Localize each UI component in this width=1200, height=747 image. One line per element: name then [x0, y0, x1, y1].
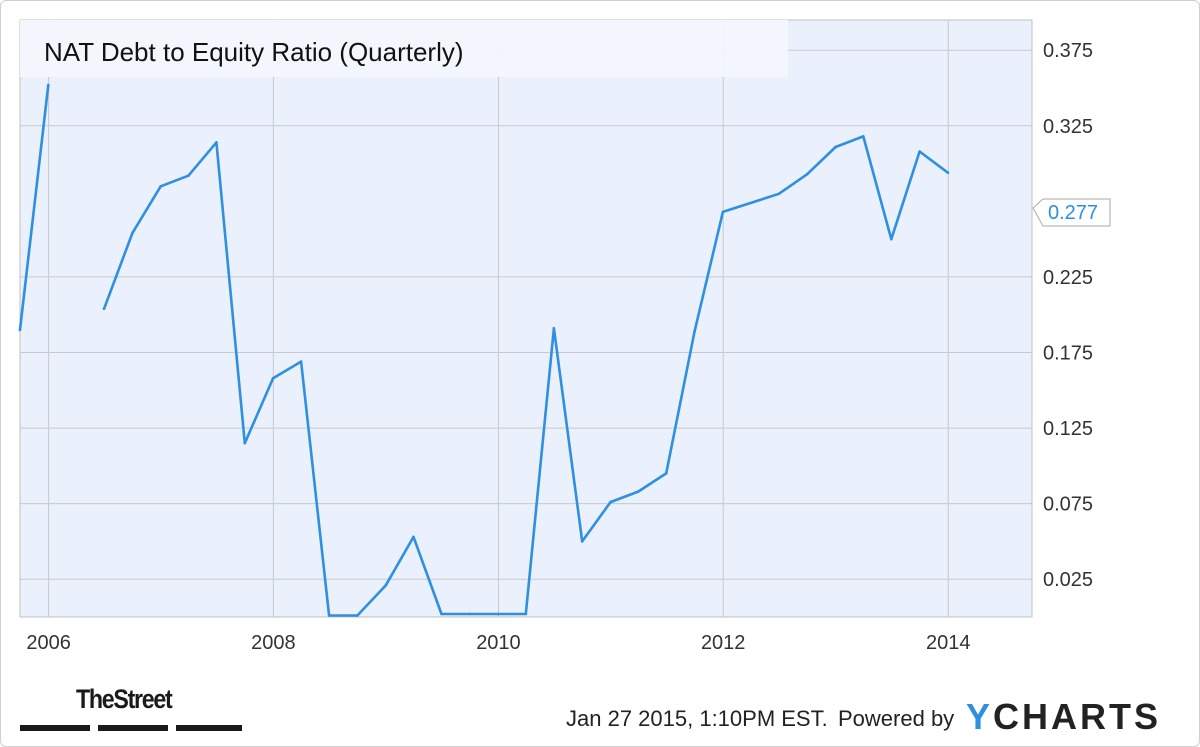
data-point — [384, 583, 388, 587]
data-point — [693, 330, 696, 333]
data-point — [299, 360, 303, 363]
y-tick-label: 0.125 — [1043, 418, 1093, 440]
data-point — [18, 328, 22, 332]
x-axis-ticks: 2006 2008 2010 2012 2014 — [26, 632, 970, 654]
data-point — [102, 307, 106, 310]
title-box — [20, 20, 788, 77]
timestamp: Jan 27 2015, 1:10PM EST. — [566, 706, 828, 731]
thestreet-logo: TheStreet — [20, 684, 242, 734]
x-tick-label: 2008 — [251, 632, 296, 654]
data-point — [805, 172, 809, 176]
ycharts-logo-rest: CHARTS — [993, 696, 1162, 737]
data-point — [664, 472, 668, 475]
y-tick-label: 0.075 — [1043, 494, 1093, 516]
data-point — [946, 171, 950, 174]
y-tick-label: 0.325 — [1043, 116, 1093, 138]
y-tick-label: 0.375 — [1043, 40, 1093, 62]
ycharts-logo: YCHARTS — [966, 696, 1161, 738]
thestreet-logo-text: TheStreet — [76, 684, 173, 714]
grid-lines — [20, 20, 1032, 617]
data-point — [889, 237, 893, 241]
data-point — [636, 490, 640, 493]
last-value-label: 0.277 — [1048, 202, 1098, 224]
y-tick-label: 0.025 — [1043, 569, 1093, 591]
data-point — [187, 174, 190, 177]
last-value-callout: 0.277 — [1032, 198, 1111, 227]
series-line — [18, 83, 50, 332]
last-value-flag — [1032, 198, 1111, 227]
y-tick-label: 0.225 — [1043, 267, 1093, 289]
series-line-group — [18, 83, 950, 617]
data-point — [159, 184, 163, 188]
x-tick-label: 2012 — [701, 632, 746, 654]
data-point — [412, 535, 415, 539]
data-point — [749, 201, 753, 205]
thestreet-logo-bar — [20, 725, 90, 731]
data-point — [131, 231, 134, 235]
data-point — [271, 376, 275, 380]
data-point — [496, 612, 500, 616]
plot-area — [19, 19, 1033, 618]
data-point — [580, 540, 584, 543]
data-point — [327, 614, 331, 617]
data-point — [47, 83, 50, 87]
data-point — [243, 441, 247, 445]
x-tick-label: 2006 — [26, 632, 71, 654]
thestreet-logo-bar — [176, 725, 242, 731]
data-point — [524, 612, 528, 616]
x-tick-label: 2014 — [926, 632, 971, 654]
data-point — [468, 612, 472, 616]
chart-title: NAT Debt to Equity Ratio (Quarterly) — [44, 37, 464, 67]
y-tick-label: 0.175 — [1043, 343, 1093, 365]
powered-by-text: Powered by — [838, 706, 955, 731]
y-axis-ticks: 0.025 0.075 0.125 0.175 0.225 0.325 0.375 — [1043, 40, 1093, 591]
data-point — [721, 210, 725, 214]
data-point — [861, 135, 865, 138]
ycharts-logo-y: Y — [966, 696, 994, 737]
data-point — [215, 141, 218, 144]
x-tick-label: 2010 — [476, 632, 521, 654]
thestreet-logo-bar — [98, 725, 168, 731]
data-point — [609, 500, 612, 504]
data-point — [918, 150, 921, 153]
data-point — [834, 145, 837, 149]
data-point — [356, 614, 359, 617]
data-point — [552, 327, 556, 330]
data-point — [777, 192, 781, 196]
data-point — [440, 612, 443, 616]
